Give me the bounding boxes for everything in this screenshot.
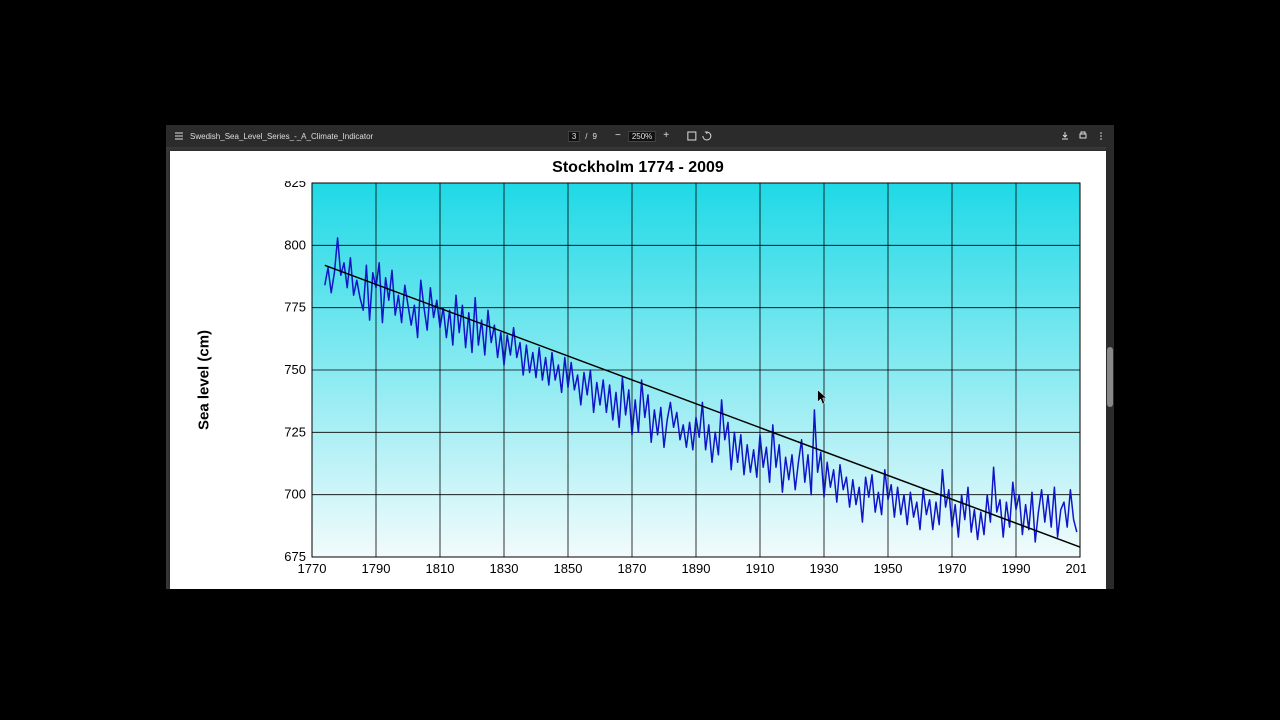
letterbox-bottom	[0, 589, 1280, 720]
zoom-value[interactable]: 250%	[628, 131, 656, 142]
svg-text:1910: 1910	[746, 561, 775, 576]
svg-text:1810: 1810	[426, 561, 455, 576]
svg-text:1830: 1830	[490, 561, 519, 576]
svg-text:1790: 1790	[362, 561, 391, 576]
page-total: 9	[593, 132, 597, 141]
menu-icon[interactable]	[174, 131, 184, 141]
svg-text:1950: 1950	[874, 561, 903, 576]
svg-text:1990: 1990	[1002, 561, 1031, 576]
more-icon[interactable]	[1096, 131, 1106, 141]
vertical-scrollbar[interactable]	[1106, 147, 1114, 589]
svg-text:775: 775	[284, 300, 306, 315]
document-title: Swedish_Sea_Level_Series_-_A_Climate_Ind…	[190, 132, 373, 141]
y-axis-label: Sea level (cm)	[196, 330, 213, 430]
chart-container: Sea level (cm) 1770179018101830185018701…	[270, 181, 1086, 579]
scrollbar-thumb[interactable]	[1107, 347, 1113, 407]
svg-text:675: 675	[284, 549, 306, 564]
fit-page-icon[interactable]	[687, 131, 697, 141]
svg-text:1970: 1970	[938, 561, 967, 576]
svg-text:800: 800	[284, 237, 306, 252]
svg-text:1930: 1930	[810, 561, 839, 576]
page-current-input[interactable]: 3	[568, 131, 580, 142]
document-area: Stockholm 1774 - 2009 Sea level (cm) 177…	[166, 147, 1114, 589]
rotate-icon[interactable]	[702, 131, 712, 141]
content-band: Swedish_Sea_Level_Series_-_A_Climate_Ind…	[0, 125, 1280, 589]
pdf-page: Stockholm 1774 - 2009 Sea level (cm) 177…	[170, 151, 1106, 589]
download-icon[interactable]	[1060, 131, 1070, 141]
letterbox-top	[0, 0, 1280, 125]
svg-text:1850: 1850	[554, 561, 583, 576]
svg-text:825: 825	[284, 181, 306, 190]
svg-text:700: 700	[284, 487, 306, 502]
print-icon[interactable]	[1078, 131, 1088, 141]
chart-title: Stockholm 1774 - 2009	[170, 151, 1106, 177]
zoom-in-button[interactable]: +	[661, 131, 671, 141]
svg-text:1870: 1870	[618, 561, 647, 576]
svg-text:750: 750	[284, 362, 306, 377]
pdf-viewer: Swedish_Sea_Level_Series_-_A_Climate_Ind…	[166, 125, 1114, 589]
page-separator: /	[585, 132, 587, 141]
svg-text:725: 725	[284, 424, 306, 439]
chart-svg: 1770179018101830185018701890191019301950…	[270, 181, 1086, 579]
zoom-out-button[interactable]: −	[613, 131, 623, 141]
pdf-toolbar: Swedish_Sea_Level_Series_-_A_Climate_Ind…	[166, 125, 1114, 147]
svg-text:2010: 2010	[1066, 561, 1086, 576]
svg-text:1890: 1890	[682, 561, 711, 576]
